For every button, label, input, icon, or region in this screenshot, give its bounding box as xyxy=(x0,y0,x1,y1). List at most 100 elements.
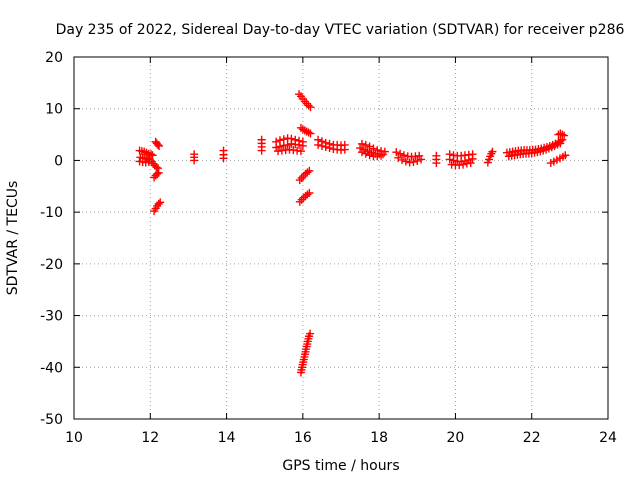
data-point xyxy=(145,155,154,164)
data-point xyxy=(156,198,165,207)
axis-ticks xyxy=(73,56,609,420)
data-series-segment xyxy=(394,153,426,167)
data-point xyxy=(295,197,304,206)
y-tick-label: -40 xyxy=(40,360,63,376)
chart-title: Day 235 of 2022, Sidereal Day-to-day VTE… xyxy=(56,22,625,38)
data-point xyxy=(317,141,326,150)
data-series-segment xyxy=(150,198,165,216)
data-point xyxy=(299,171,308,180)
data-point xyxy=(291,135,300,144)
data-point xyxy=(296,147,305,156)
data-series-segment xyxy=(151,137,164,150)
data-point xyxy=(556,139,565,148)
y-tick-labels: -50 -40 -30 -20 -10 0 10 20 xyxy=(40,50,63,428)
data-point xyxy=(306,103,315,112)
data-series-segment xyxy=(274,145,305,156)
data-series-segment xyxy=(447,159,475,170)
data-point xyxy=(356,144,365,153)
data-series-segment xyxy=(149,159,162,173)
data-point xyxy=(401,157,410,166)
data-series-segment xyxy=(554,129,569,140)
data-point xyxy=(283,140,292,149)
y-tick-label: -30 xyxy=(40,309,63,325)
data-series-segment xyxy=(190,150,199,165)
data-point xyxy=(378,150,387,159)
data-point xyxy=(556,129,565,138)
data-point xyxy=(561,151,570,160)
data-point xyxy=(304,128,313,137)
data-point xyxy=(468,154,477,163)
data-point xyxy=(219,146,228,155)
data-series-segment xyxy=(295,90,315,112)
data-point xyxy=(361,140,370,149)
data-point xyxy=(147,150,156,159)
data-point xyxy=(369,144,378,153)
data-series-segment xyxy=(295,189,314,206)
data-point xyxy=(272,137,281,146)
data-point xyxy=(459,160,468,169)
data-point xyxy=(304,101,313,110)
data-point xyxy=(340,145,349,154)
data-series-segment xyxy=(314,140,349,155)
x-tick-label: 16 xyxy=(294,430,312,446)
data-point xyxy=(305,189,314,198)
data-point xyxy=(357,148,366,157)
data-series-segment xyxy=(219,146,228,163)
x-tick-labels: 10 12 14 16 18 20 22 24 xyxy=(65,430,617,446)
data-point xyxy=(275,136,284,145)
data-point xyxy=(396,149,405,158)
y-axis-label: SDTVAR / TECUs xyxy=(5,181,21,296)
data-point xyxy=(155,141,164,150)
y-tick-label: -10 xyxy=(40,205,63,221)
data-point xyxy=(154,199,163,208)
data-point xyxy=(190,150,199,159)
data-series-segment xyxy=(483,147,497,167)
data-point xyxy=(325,144,334,153)
data-point xyxy=(303,190,312,199)
data-series-segment xyxy=(150,168,163,182)
data-points xyxy=(135,90,570,377)
data-series-segment xyxy=(135,146,157,160)
x-axis-label: GPS time / hours xyxy=(282,458,399,474)
data-point xyxy=(398,155,407,164)
data-point xyxy=(279,135,288,144)
data-point xyxy=(488,147,497,156)
data-series-segment xyxy=(257,135,266,155)
data-series-segment xyxy=(136,153,154,164)
y-tick-label: -20 xyxy=(40,257,63,273)
data-point xyxy=(306,129,315,138)
data-point xyxy=(152,163,161,172)
y-tick-label: 10 xyxy=(45,102,63,118)
data-series-segment xyxy=(272,134,307,146)
data-point xyxy=(466,159,475,168)
data-point xyxy=(415,151,424,160)
data-point xyxy=(297,174,306,183)
plot-frame xyxy=(73,56,609,420)
y-tick-label: 0 xyxy=(54,153,63,169)
data-point xyxy=(357,139,366,148)
data-point xyxy=(287,134,296,143)
data-point xyxy=(154,168,163,177)
data-point xyxy=(449,156,458,165)
grid xyxy=(74,57,608,419)
data-point xyxy=(377,151,386,160)
data-point xyxy=(302,99,311,108)
x-tick-label: 10 xyxy=(65,430,83,446)
data-point xyxy=(148,151,157,160)
data-point xyxy=(298,137,307,146)
data-series-segment xyxy=(504,139,565,161)
data-point xyxy=(321,142,330,151)
x-tick-label: 22 xyxy=(523,430,541,446)
data-point xyxy=(413,156,422,165)
x-tick-label: 14 xyxy=(218,430,236,446)
x-tick-label: 24 xyxy=(599,430,617,446)
y-tick-label: 20 xyxy=(45,50,63,66)
data-point xyxy=(314,140,323,149)
data-series-segment xyxy=(296,329,315,377)
data-point xyxy=(432,151,441,160)
data-point xyxy=(558,130,567,139)
data-point xyxy=(365,151,374,160)
data-point xyxy=(295,90,304,99)
data-point xyxy=(392,148,401,157)
data-series-segment xyxy=(357,148,386,161)
